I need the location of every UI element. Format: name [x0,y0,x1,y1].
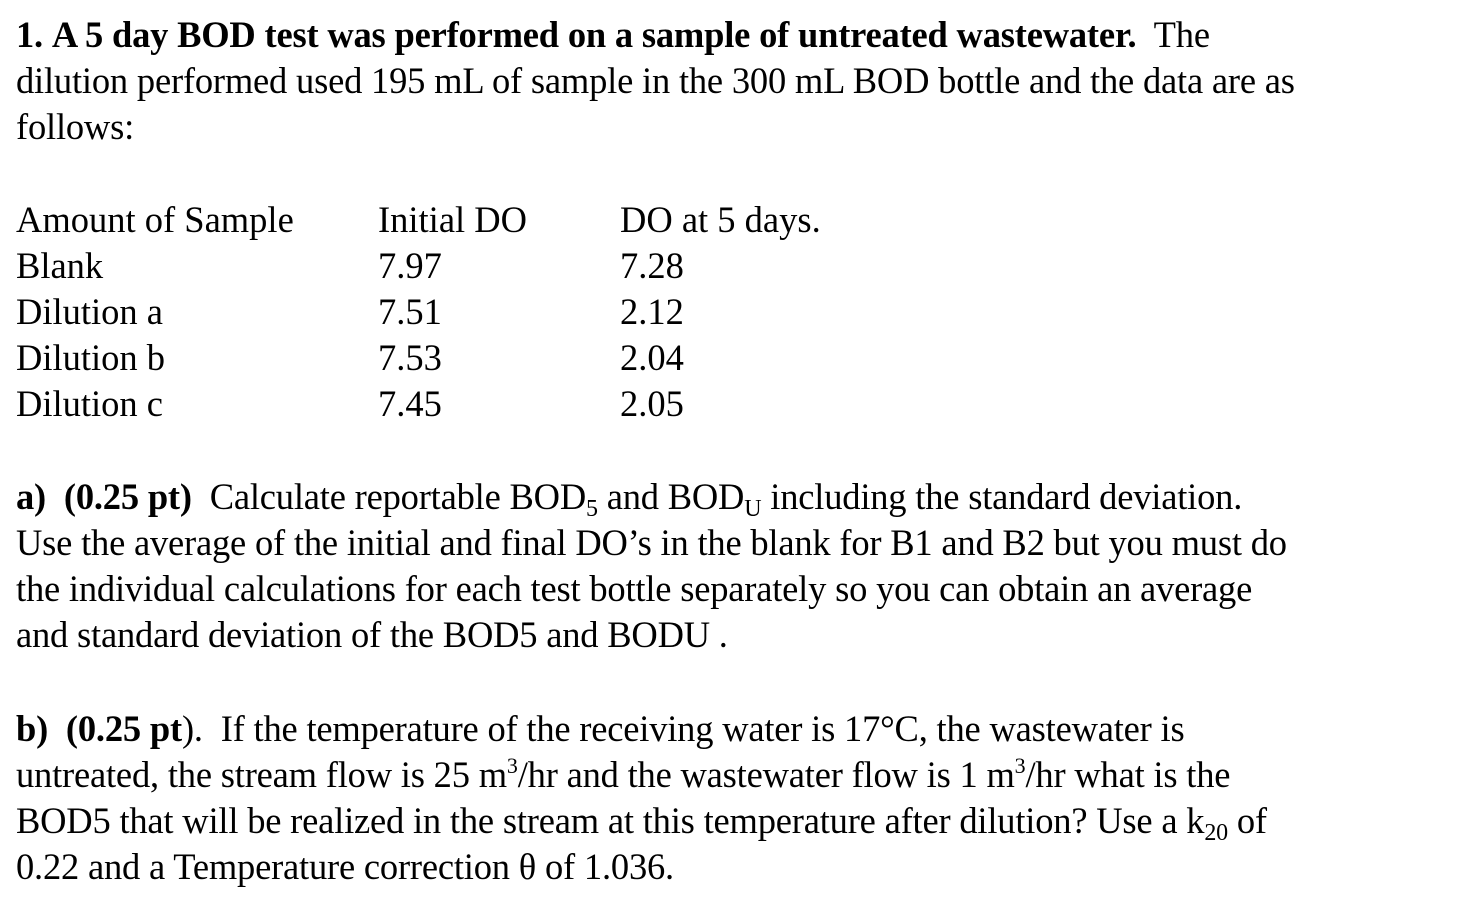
table-row: Dilution a 7.51 2.12 [16,289,920,335]
table-header-row: Amount of Sample Initial DO DO at 5 days… [16,197,920,243]
problem-intro: 1. A 5 day BOD test was performed on a s… [16,12,1456,150]
part-b-text: /hr and the wastewater flow is 1 m [517,754,1015,795]
cell-sample: Dilution c [16,383,163,424]
part-a-text: including the standard deviation. [761,476,1243,517]
question-part-b: b) (0.25 pt). If the temperature of the … [16,706,1267,890]
cell-do-5-days: 2.12 [620,291,684,332]
part-b-text: untreated, the stream flow is 25 m [16,754,507,795]
part-a-line-3: the individual calculations for each tes… [16,568,1253,609]
part-a-text: and BOD [597,476,745,517]
part-a-line-1: a) (0.25 pt) Calculate reportable BOD5 a… [16,474,1287,522]
cubed-superscript: 3 [1014,753,1026,778]
cubed-superscript: 3 [506,753,518,778]
part-b-label: b) [16,708,49,749]
intro-line-1: 1. A 5 day BOD test was performed on a s… [16,12,1456,58]
part-a-text: Calculate reportable BOD [209,476,586,517]
cell-initial-do: 7.45 [378,383,442,424]
part-b-text: If the temperature of the receiving wate… [220,708,1185,749]
part-b-line-2: untreated, the stream flow is 25 m3/hr a… [16,752,1267,798]
cell-initial-do: 7.53 [378,337,442,378]
part-a-points: (0.25 pt) [63,476,192,517]
part-b-text: BOD5 that will be realized in the stream… [16,800,1205,841]
intro-line-1-rest: The [1153,14,1210,55]
intro-line-2: dilution performed used 195 mL of sample… [16,60,1295,101]
problem-title: A 5 day BOD test was performed on a samp… [51,14,1137,55]
table-row: Blank 7.97 7.28 [16,243,920,289]
part-a-line-2: Use the average of the initial and final… [16,522,1287,563]
question-part-a: a) (0.25 pt) Calculate reportable BOD5 a… [16,474,1287,658]
part-a-label: a) [16,476,47,517]
do-data-table: Amount of Sample Initial DO DO at 5 days… [16,197,920,427]
header-initial-do: Initial DO [378,199,528,240]
problem-number: 1. [16,14,43,55]
part-b-text: of [1227,800,1267,841]
bod5-subscript: 5 [585,496,598,522]
part-b-line-3: BOD5 that will be realized in the stream… [16,798,1267,846]
part-b-line-1: b) (0.25 pt). If the temperature of the … [16,706,1267,752]
cell-do-5-days: 7.28 [620,245,684,286]
cell-initial-do: 7.97 [378,245,442,286]
cell-sample: Blank [16,245,104,286]
cell-initial-do: 7.51 [378,291,442,332]
part-b-line-4: 0.22 and a Temperature correction θ of 1… [16,846,674,887]
cell-do-5-days: 2.04 [620,337,684,378]
part-b-points: (0.25 pt [65,708,182,749]
problem-statement: 1. A 5 day BOD test was performed on a s… [16,12,1456,150]
header-do-5-days: DO at 5 days. [620,199,821,240]
intro-line-3: follows: [16,106,135,147]
part-b-text: /hr what is the [1025,754,1231,795]
cell-sample: Dilution a [16,291,163,332]
cell-do-5-days: 2.05 [620,383,684,424]
part-b-points-close: ). [181,708,203,749]
cell-sample: Dilution b [16,337,166,378]
part-a-line-4: and standard deviation of the BOD5 and B… [16,614,728,655]
bodu-subscript: U [744,496,762,522]
table-row: Dilution c 7.45 2.05 [16,381,920,427]
k20-subscript: 20 [1204,820,1228,846]
table-row: Dilution b 7.53 2.04 [16,335,920,381]
header-amount-of-sample: Amount of Sample [16,199,294,240]
